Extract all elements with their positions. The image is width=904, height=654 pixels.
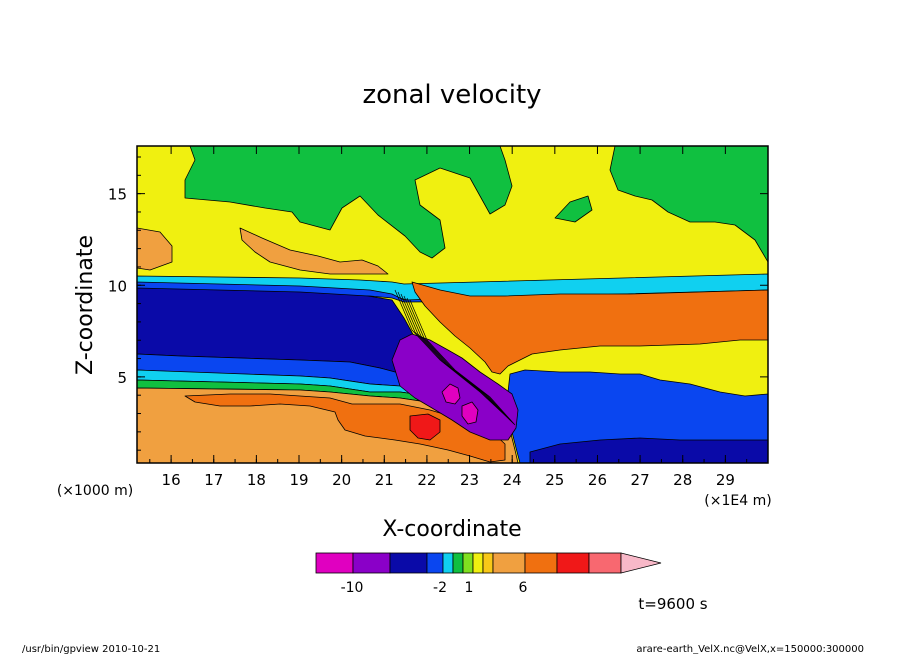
contour-line: [409, 299, 516, 426]
colorbar-swatch: [524, 552, 558, 574]
x-axis: 16 17 18 19 20 21 22 23 24 25 26 27 28 29: [149, 146, 748, 489]
x-tick-label: 29: [716, 471, 735, 489]
time-label: t=9600 s: [638, 595, 707, 613]
colorbar-label: 1: [465, 580, 474, 596]
region-upper-right-green: [609, 146, 768, 263]
x-tick-label: 18: [247, 471, 266, 489]
footer-right: arare-earth_VelX.nc@VelX,x=150000:300000: [636, 644, 864, 654]
contour-line: [397, 291, 512, 422]
x-tick-label: 23: [460, 471, 479, 489]
plot-frame: [136, 145, 769, 464]
contour-fill: [137, 146, 768, 463]
colorbar: -10 -2 1 6: [315, 552, 662, 596]
region-red-core: [409, 413, 441, 441]
colorbar-swatch: [426, 552, 444, 574]
x-axis-label: X-coordinate: [382, 517, 521, 542]
chart-title: zonal velocity: [362, 80, 541, 110]
colorbar-swatch: [389, 552, 428, 574]
x-tick-label: 20: [332, 471, 351, 489]
x-tick-label: 21: [375, 471, 394, 489]
contour-line: [403, 295, 514, 424]
colorbar-arrow: [620, 552, 662, 574]
x-tick-label: 17: [204, 471, 223, 489]
region-upper-mid-green: [554, 195, 593, 223]
x-tick-label: 24: [503, 471, 522, 489]
x-tick-label: 27: [631, 471, 650, 489]
colorbar-swatch: [452, 552, 464, 574]
region-upper-left-green: [137, 146, 513, 259]
y-tick-label: 15: [108, 186, 127, 204]
colorbar-label: 6: [519, 580, 528, 596]
colorbar-swatch: [442, 552, 454, 574]
region-left-light-orange: [137, 227, 389, 275]
x-tick-label: 28: [673, 471, 692, 489]
colorbar-label: -10: [341, 580, 364, 596]
region-lower-orange: [184, 393, 506, 463]
x-tick-label: 26: [588, 471, 607, 489]
y-axis: 5 10 15: [108, 156, 768, 451]
contour-line: [400, 293, 513, 423]
region-magenta-core: [441, 383, 479, 425]
x-tick-label: 25: [545, 471, 564, 489]
x-tick-label: 19: [289, 471, 308, 489]
y-axis-label: Z-coordinate: [73, 235, 98, 375]
colorbar-swatch: [352, 552, 391, 574]
contour-line: [406, 297, 515, 425]
colorbar-swatch: [588, 552, 622, 574]
colorbar-swatch: [556, 552, 590, 574]
region-right-orange-layer: [411, 281, 768, 375]
region-right-navy-bottom: [529, 437, 768, 463]
y-tick-label: 10: [108, 277, 127, 295]
x-tick-label: 22: [417, 471, 436, 489]
y-tick-label: 5: [117, 369, 127, 387]
colorbar-swatch: [315, 552, 354, 574]
colorbar-swatch: [492, 552, 526, 574]
colorbar-label: -2: [433, 580, 447, 596]
colorbar-swatch: [462, 552, 474, 574]
x-unit-left: (×1000 m): [57, 483, 133, 499]
contour-line: [394, 289, 511, 421]
x-tick-label: 16: [162, 471, 181, 489]
x-unit-right: (×1E4 m): [704, 493, 771, 509]
colorbar-swatch: [472, 552, 484, 574]
colorbar-swatch: [482, 552, 494, 574]
footer-left: /usr/bin/gpview 2010-10-21: [22, 644, 160, 654]
